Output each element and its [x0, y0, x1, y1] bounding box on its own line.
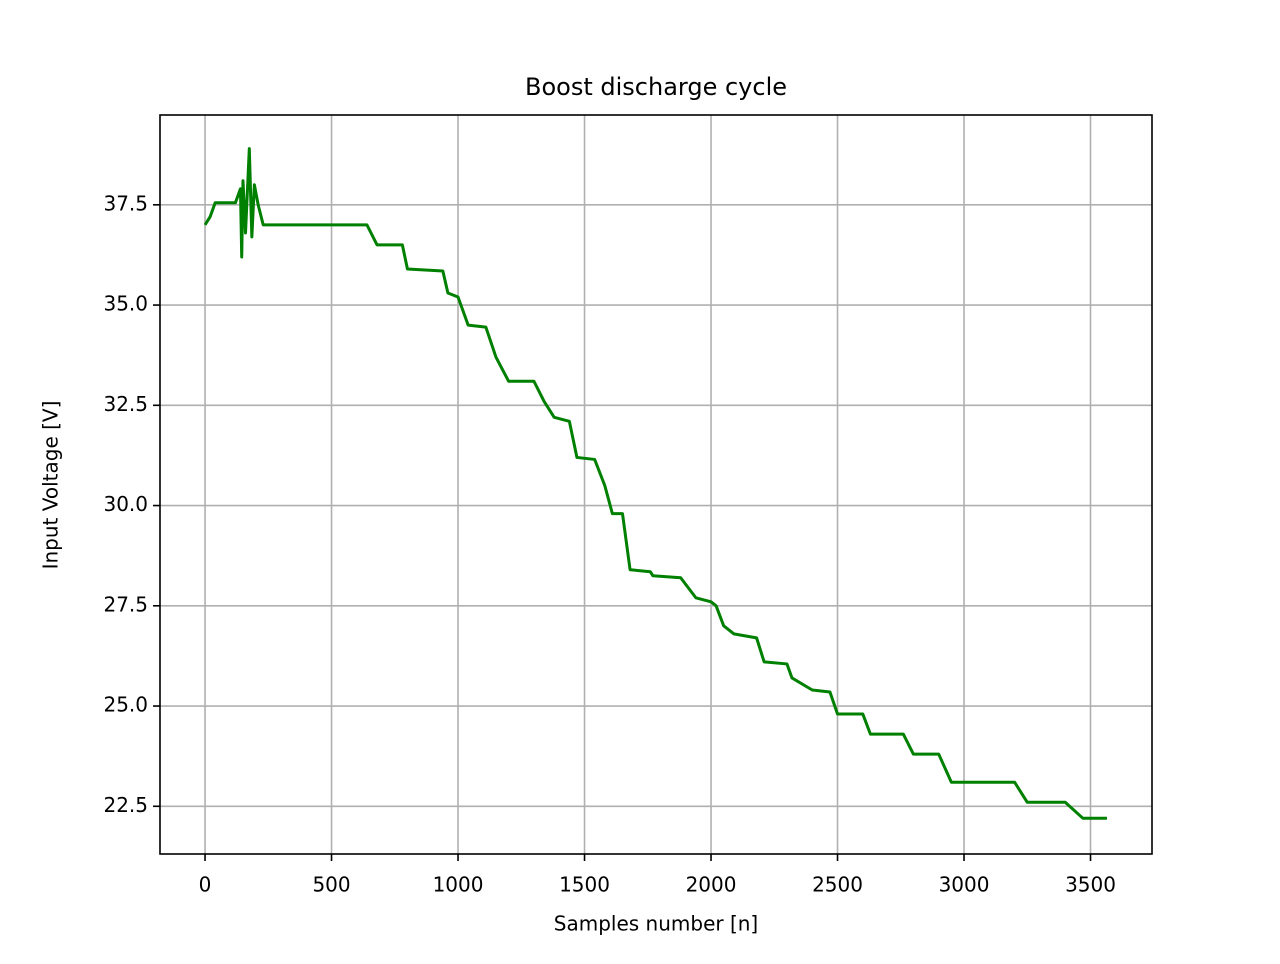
grid-layer	[160, 115, 1152, 854]
marks-layer	[203, 147, 1107, 820]
data-line	[203, 147, 1107, 820]
y-axis-label: Input Voltage [V]	[39, 401, 63, 570]
y-tick-label: 22.5	[103, 793, 148, 817]
x-tick-label: 1500	[559, 873, 610, 897]
x-tick-label: 500	[312, 873, 350, 897]
x-tick-label: 3000	[939, 873, 990, 897]
chart-title: Boost discharge cycle	[525, 73, 787, 101]
x-tick-label: 0	[199, 873, 212, 897]
x-tick-label: 2500	[812, 873, 863, 897]
y-tick-label: 30.0	[103, 492, 148, 516]
x-tick-label: 3500	[1065, 873, 1116, 897]
x-tick-label: 1000	[433, 873, 484, 897]
y-tick-label: 32.5	[103, 392, 148, 416]
y-tick-label: 35.0	[103, 292, 148, 316]
y-tick-label: 37.5	[103, 191, 148, 215]
plot-frame	[159, 114, 1153, 855]
x-axis-label: Samples number [n]	[554, 912, 758, 936]
y-tick-label: 25.0	[103, 693, 148, 717]
y-tick-label: 27.5	[103, 592, 148, 616]
x-tick-label: 2000	[686, 873, 737, 897]
